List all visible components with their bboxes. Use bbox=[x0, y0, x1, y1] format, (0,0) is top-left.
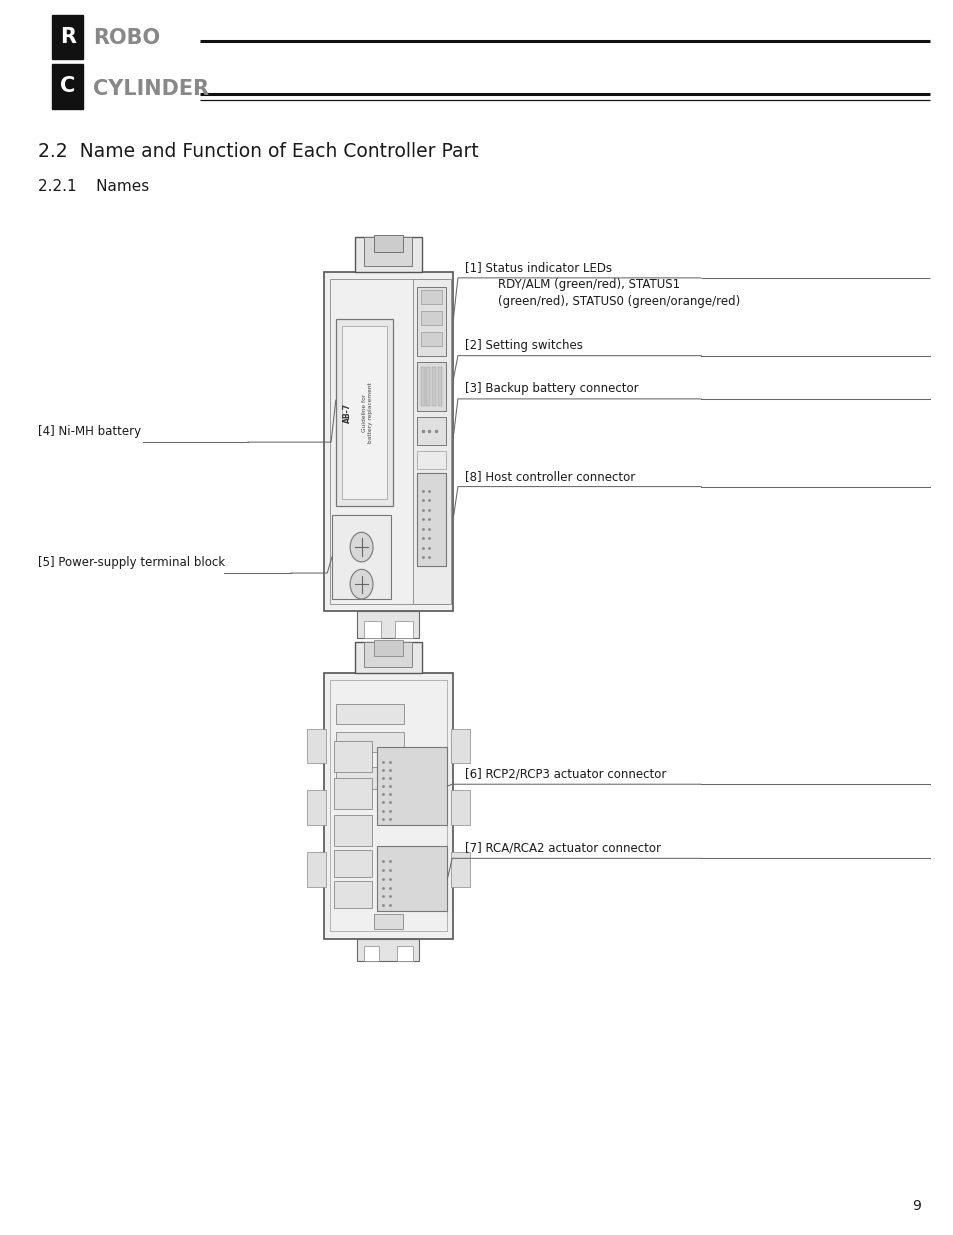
Bar bbox=[363, 946, 378, 961]
Bar bbox=[376, 846, 447, 911]
Bar bbox=[451, 790, 470, 825]
Bar bbox=[330, 680, 447, 931]
Bar bbox=[52, 15, 83, 59]
Text: [8] Host controller connector: [8] Host controller connector bbox=[464, 469, 634, 483]
Bar bbox=[437, 367, 441, 406]
Bar bbox=[324, 673, 453, 939]
Bar bbox=[416, 451, 445, 469]
Bar bbox=[376, 747, 447, 825]
Text: [3] Backup battery connector: [3] Backup battery connector bbox=[464, 382, 638, 395]
Bar bbox=[334, 881, 372, 908]
Bar bbox=[416, 473, 445, 566]
Text: 2.2.1    Names: 2.2.1 Names bbox=[38, 179, 150, 194]
Text: [1] Status indicator LEDs: [1] Status indicator LEDs bbox=[464, 261, 611, 274]
Text: [2] Setting switches: [2] Setting switches bbox=[464, 338, 582, 352]
Bar bbox=[334, 741, 372, 772]
Bar bbox=[52, 64, 83, 109]
Text: [7] RCA/RCA2 actuator connector: [7] RCA/RCA2 actuator connector bbox=[464, 841, 659, 855]
Bar bbox=[396, 946, 412, 961]
Bar bbox=[364, 237, 412, 266]
Circle shape bbox=[350, 532, 373, 562]
Bar bbox=[355, 237, 421, 272]
Bar bbox=[307, 852, 326, 887]
Bar bbox=[451, 852, 470, 887]
Bar bbox=[334, 850, 372, 877]
Bar bbox=[413, 279, 451, 604]
Bar bbox=[426, 367, 430, 406]
Text: CYLINDER: CYLINDER bbox=[93, 79, 210, 99]
Bar bbox=[420, 290, 441, 304]
Bar bbox=[374, 914, 402, 929]
Bar bbox=[324, 272, 453, 611]
Bar bbox=[420, 332, 441, 346]
Bar bbox=[395, 621, 412, 638]
Bar bbox=[416, 417, 445, 445]
Bar bbox=[334, 815, 372, 846]
Bar bbox=[341, 326, 387, 499]
Bar bbox=[363, 621, 380, 638]
Text: 9: 9 bbox=[911, 1199, 920, 1213]
Bar bbox=[335, 319, 393, 506]
Bar bbox=[355, 642, 421, 673]
Bar bbox=[335, 732, 404, 752]
Bar bbox=[356, 939, 418, 961]
Bar bbox=[334, 778, 372, 809]
Text: [6] RCP2/RCP3 actuator connector: [6] RCP2/RCP3 actuator connector bbox=[464, 767, 665, 781]
Text: R: R bbox=[60, 27, 75, 47]
Text: RDY/ALM (green/red), STATUS1: RDY/ALM (green/red), STATUS1 bbox=[497, 278, 679, 291]
Bar bbox=[332, 515, 391, 599]
Text: C: C bbox=[60, 77, 75, 96]
Bar bbox=[356, 611, 418, 638]
Bar bbox=[364, 642, 412, 667]
Text: [5] Power-supply terminal block: [5] Power-supply terminal block bbox=[38, 556, 225, 569]
Bar bbox=[420, 311, 441, 325]
Text: Guideline for
battery replacement: Guideline for battery replacement bbox=[361, 382, 373, 443]
Bar bbox=[307, 790, 326, 825]
Text: AB-7: AB-7 bbox=[342, 403, 352, 422]
Text: ROBO: ROBO bbox=[93, 28, 160, 48]
Bar bbox=[432, 367, 436, 406]
Bar bbox=[416, 362, 445, 411]
Bar bbox=[335, 767, 393, 789]
Bar bbox=[335, 704, 404, 724]
Bar bbox=[416, 287, 445, 356]
Bar bbox=[374, 235, 402, 252]
Text: 2.2  Name and Function of Each Controller Part: 2.2 Name and Function of Each Controller… bbox=[38, 142, 478, 162]
Text: (green/red), STATUS0 (green/orange/red): (green/red), STATUS0 (green/orange/red) bbox=[497, 294, 740, 308]
Bar bbox=[330, 279, 447, 604]
Text: [4] Ni-MH battery: [4] Ni-MH battery bbox=[38, 425, 141, 438]
Bar bbox=[374, 640, 402, 656]
Bar bbox=[420, 367, 424, 406]
Circle shape bbox=[350, 569, 373, 599]
Bar bbox=[451, 729, 470, 763]
Bar bbox=[307, 729, 326, 763]
